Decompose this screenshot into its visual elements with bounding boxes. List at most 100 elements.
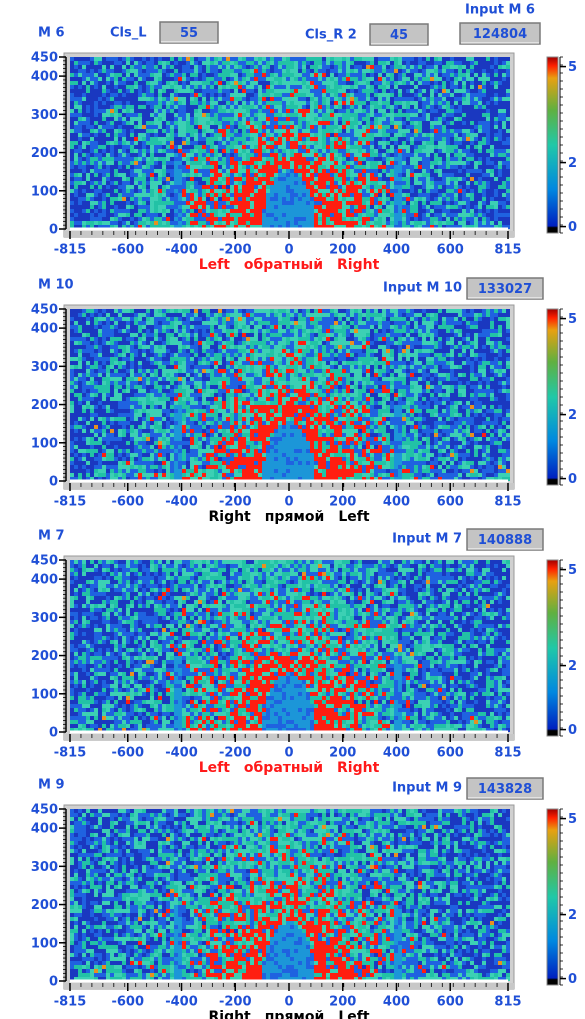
heatmap <box>94 309 510 473</box>
colorbar-tick-label: 2 <box>568 156 577 171</box>
y-tick-label: 100 <box>31 687 58 702</box>
y-tick-label: 300 <box>31 611 58 626</box>
y-tick-label: 0 <box>49 726 58 741</box>
x-tick-label: 815 <box>494 495 521 510</box>
x-tick-label: 815 <box>494 746 521 761</box>
heatmap <box>70 560 510 732</box>
input-label: Input M 7 <box>392 532 462 547</box>
caption-word: обратный <box>244 257 323 273</box>
input-label: Input M 10 <box>383 281 462 296</box>
caption-word: Left <box>199 760 231 776</box>
heatmap <box>174 405 402 481</box>
x-tick-label: 400 <box>383 243 410 258</box>
caption-word: Left <box>199 257 231 273</box>
input-value-box <box>459 22 541 45</box>
colorbar-tick-label: 5 <box>568 563 577 578</box>
heatmap <box>130 813 446 981</box>
y-tick-label: 200 <box>31 146 58 161</box>
x-tick-label: 815 <box>494 995 521 1010</box>
colorbar-tick-label: 2 <box>568 408 577 423</box>
y-tick-label: 0 <box>49 475 58 490</box>
panel-title: M 10 <box>38 278 74 293</box>
caption-word: Right <box>337 760 380 776</box>
y-tick-label: 400 <box>31 822 58 837</box>
colorbar <box>546 559 559 737</box>
x-tick-label: 600 <box>437 495 464 510</box>
caption-word: Left <box>338 509 370 525</box>
x-tick-label: -200 <box>219 495 252 510</box>
cls-r-value-box <box>369 23 429 46</box>
heatmap <box>174 656 402 732</box>
colorbar-tick-label: 2 <box>568 908 577 923</box>
input-value: 133027 <box>478 282 532 297</box>
x-tick-label: -815 <box>54 746 87 761</box>
x-tick-label: 200 <box>329 243 356 258</box>
caption-word: Right <box>208 509 251 525</box>
caption-word: обратный <box>244 760 323 776</box>
y-tick-label: 300 <box>31 108 58 123</box>
input-value: 143828 <box>478 782 532 797</box>
x-tick-label: -400 <box>165 243 198 258</box>
x-tick-label: -200 <box>219 995 252 1010</box>
cls-l-value-box <box>159 21 219 44</box>
x-tick-label: 0 <box>284 243 293 258</box>
colorbar-tick-label: 0 <box>568 472 577 487</box>
y-tick-label: 400 <box>31 322 58 337</box>
colorbar-tick-label: 0 <box>568 220 577 235</box>
x-tick-label: -815 <box>54 495 87 510</box>
caption-word: Right <box>208 1009 251 1019</box>
y-tick-label: 0 <box>49 975 58 990</box>
input-value-box <box>466 528 544 551</box>
heatmap <box>70 57 510 229</box>
heatmap <box>102 309 486 481</box>
x-tick-label: 0 <box>284 995 293 1010</box>
caption-word: прямой <box>265 509 325 525</box>
colorbar-tick-label: 5 <box>568 312 577 327</box>
heatmap <box>70 309 510 481</box>
heatmap <box>70 560 510 732</box>
x-axis-caption: Right прямой Left <box>208 509 369 525</box>
x-tick-label: 200 <box>329 746 356 761</box>
y-tick-label: 0 <box>49 223 58 238</box>
heatmap <box>174 153 402 229</box>
cls-r-value: 45 <box>390 28 408 43</box>
y-tick-label: 200 <box>31 649 58 664</box>
x-tick-label: 400 <box>383 995 410 1010</box>
y-tick-label: 100 <box>31 436 58 451</box>
x-tick-label: -815 <box>54 995 87 1010</box>
x-axis-caption: Right прямой Left <box>208 1009 369 1019</box>
y-tick-label: 450 <box>31 803 58 818</box>
x-tick-label: 815 <box>494 243 521 258</box>
input-label: Input M 9 <box>392 781 462 796</box>
y-tick-label: 450 <box>31 554 58 569</box>
input-value-box <box>466 777 544 800</box>
y-tick-label: 400 <box>31 573 58 588</box>
caption-word: Left <box>338 1009 370 1019</box>
x-tick-label: -600 <box>111 495 144 510</box>
heatmap <box>70 309 510 481</box>
colorbar <box>546 56 559 234</box>
colorbar-tick-label: 0 <box>568 723 577 738</box>
x-tick-label: -200 <box>219 243 252 258</box>
y-tick-label: 300 <box>31 860 58 875</box>
x-tick-label: -600 <box>111 995 144 1010</box>
x-tick-label: -600 <box>111 243 144 258</box>
input-label: Input M 6 <box>465 3 535 18</box>
heatmap <box>110 57 482 225</box>
x-tick-label: 400 <box>383 746 410 761</box>
cls-l-label: Cls_L <box>110 26 147 41</box>
panel-title: M 7 <box>38 529 65 544</box>
caption-word: Right <box>337 257 380 273</box>
x-tick-label: -400 <box>165 746 198 761</box>
x-tick-label: 600 <box>437 995 464 1010</box>
input-value-box <box>466 277 544 300</box>
colorbar <box>546 808 559 986</box>
x-tick-label: -815 <box>54 243 87 258</box>
x-tick-label: -200 <box>219 746 252 761</box>
caption-word: прямой <box>265 1009 325 1019</box>
cls-r-label: Cls_R 2 <box>305 28 357 43</box>
input-value: 124804 <box>473 27 527 42</box>
x-tick-label: 0 <box>284 495 293 510</box>
x-tick-label: 600 <box>437 243 464 258</box>
x-tick-label: -600 <box>111 746 144 761</box>
